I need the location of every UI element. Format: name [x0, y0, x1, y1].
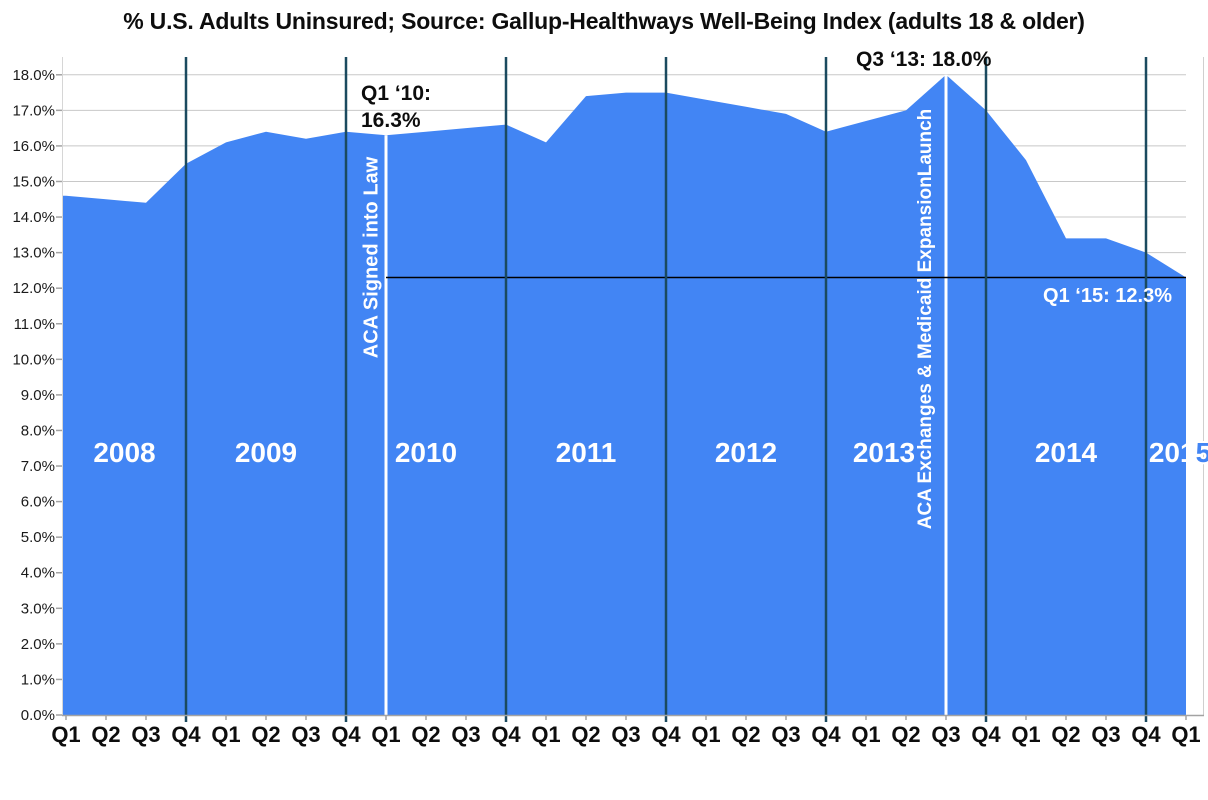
y-tick-label: 17.0% [12, 102, 55, 119]
x-tick-label: Q2 [571, 722, 600, 747]
x-tick-label: Q2 [891, 722, 920, 747]
y-tick-label: 7.0% [21, 458, 55, 475]
x-tick-label: Q1 [851, 722, 880, 747]
x-tick-label: Q3 [931, 722, 960, 747]
x-tick-label: Q3 [771, 722, 800, 747]
y-tick-label: 16.0% [12, 138, 55, 155]
x-tick-label: Q4 [331, 722, 361, 747]
y-tick-label: 5.0% [21, 529, 55, 546]
chart-title: % U.S. Adults Uninsured; Source: Gallup-… [123, 8, 1085, 34]
x-tick-label: Q4 [171, 722, 201, 747]
x-tick-label: Q2 [251, 722, 280, 747]
x-tick-label: Q4 [491, 722, 521, 747]
event-label-aca-exchanges-medicaid: ACA Exchanges & Medicaid ExpansionLaunch [915, 108, 936, 530]
x-tick-label: Q1 [1171, 722, 1200, 747]
y-tick-label: 6.0% [21, 494, 55, 511]
y-tick-label: 4.0% [21, 565, 55, 582]
y-tick-label: 1.0% [21, 671, 55, 688]
y-tick-label: 2.0% [21, 636, 55, 653]
x-tick-label: Q4 [1131, 722, 1161, 747]
y-tick-label: 13.0% [12, 245, 55, 262]
year-label-2009: 2009 [235, 437, 297, 468]
y-tick-label: 14.0% [12, 209, 55, 226]
year-label-2011: 2011 [556, 437, 617, 468]
y-tick-label: 12.0% [12, 280, 55, 297]
x-tick-label: Q1 [51, 722, 80, 747]
annotation-q1-2010: Q1 ‘10: 16.3% [361, 80, 431, 134]
x-tick-label: Q2 [91, 722, 120, 747]
uninsured-area-series [63, 74, 1186, 716]
y-tick-label: 15.0% [12, 173, 55, 190]
x-tick-label: Q2 [731, 722, 760, 747]
x-tick-label: Q3 [131, 722, 160, 747]
year-label-2012: 2012 [715, 437, 777, 468]
y-tick-label: 18.0% [12, 67, 55, 84]
y-tick-label: 0.0% [21, 707, 55, 724]
y-tick-label: 11.0% [14, 316, 55, 333]
x-tick-label: Q3 [291, 722, 320, 747]
y-tick-label: 10.0% [12, 351, 55, 368]
x-tick-label: Q1 [1011, 722, 1040, 747]
event-label-aca-signed-into-law: ACA Signed into Law [360, 156, 383, 359]
y-tick-label: 9.0% [21, 387, 55, 404]
x-tick-label: Q1 [211, 722, 240, 747]
year-label-2013: 2013 [853, 437, 915, 468]
x-tick-label: Q3 [451, 722, 480, 747]
x-tick-label: Q1 [531, 722, 560, 747]
year-label-2008: 2008 [93, 437, 155, 468]
x-tick-label: Q1 [371, 722, 400, 747]
x-tick-label: Q1 [691, 722, 720, 747]
year-label-2010: 2010 [395, 437, 457, 468]
annotation-q1-2015: Q1 ‘15: 12.3% [1043, 285, 1172, 307]
year-label-2014: 2014 [1035, 437, 1098, 468]
year-label-2015: 2015 [1149, 437, 1208, 468]
annotation-q1-2010-line2: 16.3% [361, 109, 421, 132]
x-tick-label: Q4 [971, 722, 1001, 747]
x-tick-label: Q4 [811, 722, 841, 747]
x-tick-label: Q4 [651, 722, 681, 747]
x-tick-label: Q2 [1051, 722, 1080, 747]
annotation-q1-2010-line1: Q1 ‘10: [361, 82, 432, 105]
y-tick-label: 8.0% [21, 422, 55, 439]
annotation-q3-2013: Q3 ‘13: 18.0% [856, 48, 992, 71]
y-tick-label: 3.0% [21, 600, 55, 617]
x-tick-label: Q3 [1091, 722, 1120, 747]
x-tick-label: Q2 [411, 722, 440, 747]
x-tick-label: Q3 [611, 722, 640, 747]
